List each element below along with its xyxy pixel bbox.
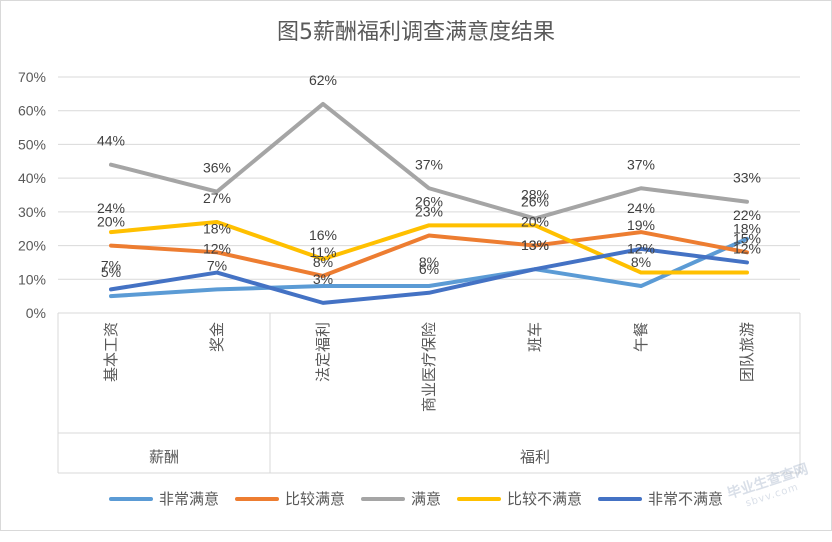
data-label: 19%: [627, 217, 655, 233]
chart-legend: 非常满意 比较满意 满意 比较不满意 非常不满意: [0, 488, 832, 509]
legend-label: 非常不满意: [648, 490, 724, 508]
data-label: 24%: [627, 200, 655, 216]
data-label: 16%: [309, 227, 337, 243]
data-label: 12%: [203, 241, 231, 257]
x-category-label: 奖金: [208, 322, 226, 352]
legend-item: 满意: [360, 488, 441, 509]
x-category-label: 班车: [526, 322, 544, 352]
legend-label: 比较满意: [284, 490, 345, 508]
x-category-label: 法定福利: [314, 322, 332, 382]
legend-label: 满意: [410, 490, 441, 508]
legend-item: 非常满意: [108, 488, 219, 509]
data-label: 7%: [207, 257, 227, 273]
data-label: 12%: [627, 241, 655, 257]
data-label: 8%: [631, 254, 651, 270]
legend-swatch: [457, 496, 501, 501]
data-label: 28%: [521, 187, 549, 203]
data-label: 22%: [733, 207, 761, 223]
data-label: 7%: [101, 257, 121, 273]
data-label: 37%: [627, 156, 655, 172]
data-label: 62%: [309, 72, 337, 88]
group-label: 福利: [520, 448, 550, 466]
series-line: [109, 246, 749, 305]
data-label: 23%: [415, 203, 443, 219]
legend-item: 比较不满意: [457, 488, 582, 509]
y-tick-label: 60%: [18, 103, 46, 119]
x-category-label: 基本工资: [102, 322, 120, 382]
line-chart: 0% 10% 20% 30% 40% 50% 60% 70% 薪酬 福利 基本工资 奖金 法定福利 商业医…: [18, 69, 801, 474]
x-category-label: 团队旅游: [738, 322, 756, 382]
y-tick-label: 20%: [18, 238, 46, 254]
y-tick-label: 70%: [18, 69, 46, 85]
chart-title: 图5薪酬福利调查满意度结果: [277, 20, 555, 45]
legend-swatch: [234, 496, 279, 501]
data-label: 13%: [521, 237, 549, 253]
data-label: 18%: [203, 220, 231, 236]
data-label: 15%: [733, 230, 761, 246]
legend-item: 非常不满意: [598, 488, 723, 509]
data-label: 6%: [419, 261, 439, 277]
data-label: 20%: [521, 214, 549, 230]
data-label: 20%: [97, 214, 125, 230]
data-label: 8%: [313, 254, 333, 270]
data-label: 13%: [521, 237, 549, 253]
y-tick-label: 10%: [18, 271, 46, 287]
y-tick-label: 40%: [18, 170, 46, 186]
data-label: 12%: [733, 241, 761, 257]
y-tick-label: 50%: [18, 136, 46, 152]
data-label: 37%: [415, 156, 443, 172]
data-label: 3%: [313, 271, 333, 287]
x-category-label: 商业医疗保险: [420, 322, 438, 412]
data-label: 36%: [203, 160, 231, 176]
data-label: 26%: [521, 193, 549, 209]
y-tick-label: 30%: [18, 204, 46, 220]
legend-swatch: [598, 496, 643, 501]
x-category-label: 午餐: [632, 322, 650, 352]
y-tick-label: 0%: [26, 305, 46, 321]
series-line: [109, 219, 749, 275]
series-line: [109, 101, 749, 221]
chart-frame: [0, 0, 832, 531]
data-label: 33%: [733, 170, 761, 186]
data-label: 27%: [203, 190, 231, 206]
legend-label: 比较不满意: [507, 490, 583, 508]
series-line: [109, 236, 749, 299]
data-label: 11%: [310, 244, 337, 260]
legend-swatch: [360, 496, 405, 501]
data-label: 5%: [101, 264, 121, 280]
data-label: 18%: [733, 220, 761, 236]
legend-label: 非常满意: [158, 490, 219, 508]
legend-item: 比较满意: [234, 488, 345, 509]
data-label: 44%: [97, 133, 125, 149]
data-label: 26%: [415, 193, 443, 209]
data-label: 24%: [97, 200, 125, 216]
group-label: 薪酬: [149, 448, 179, 466]
series-line: [109, 230, 749, 278]
data-label: 8%: [419, 254, 439, 270]
legend-swatch: [108, 496, 153, 501]
